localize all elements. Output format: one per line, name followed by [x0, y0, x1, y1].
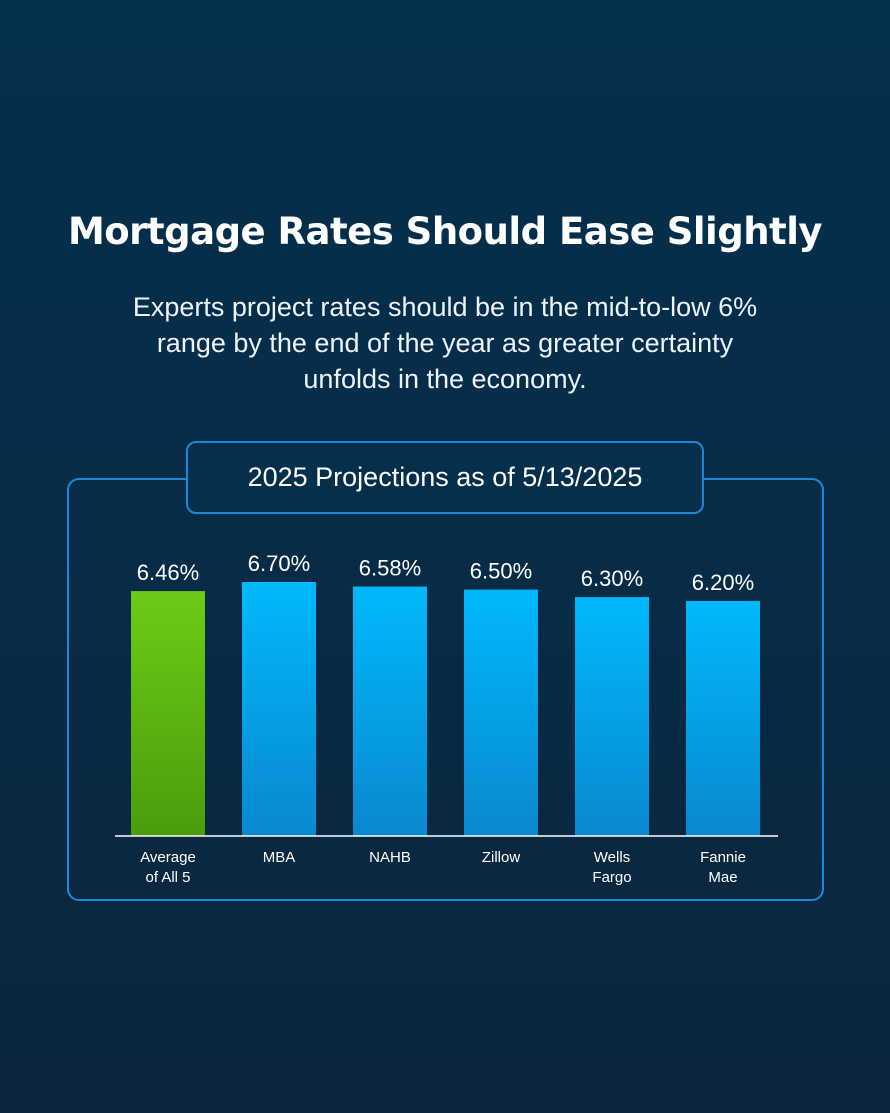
page-title: Mortgage Rates Should Ease Slightly: [67, 210, 823, 253]
page-subtitle: Experts project rates should be in the m…: [132, 292, 758, 394]
chart-panel-heading: 2025 Projections as of 5/13/2025: [186, 441, 704, 514]
chart-panel: [67, 478, 824, 901]
